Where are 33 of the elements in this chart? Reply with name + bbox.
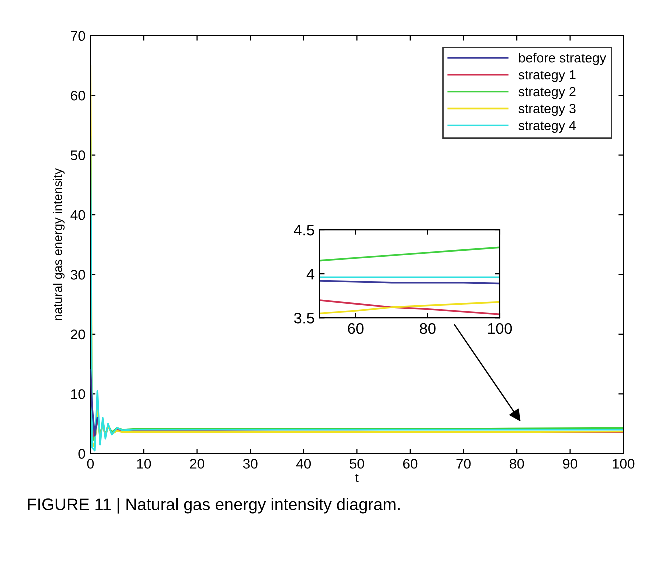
x-tick-label: 80 (510, 459, 524, 469)
x-axis-title: t (356, 474, 359, 482)
legend-label: strategy 1 (518, 70, 576, 82)
x-tick-label: 20 (190, 459, 204, 469)
x-tick-label: 100 (488, 323, 512, 334)
x-tick-label: 90 (563, 459, 578, 469)
y-tick-label: 3.5 (294, 312, 314, 324)
line-series (90, 369, 98, 437)
x-tick-label: 70 (456, 459, 471, 469)
x-tick-label: 60 (403, 459, 418, 469)
x-tick-label: 30 (243, 459, 258, 469)
legend-label: before strategy (519, 53, 606, 66)
x-tick-label: 0 (87, 459, 94, 469)
x-tick-label: 50 (350, 459, 364, 469)
legend-label: strategy 2 (518, 87, 576, 100)
y-tick-label: 60 (71, 90, 86, 101)
y-tick-label: 40 (70, 210, 86, 220)
y-tick-label: 0 (78, 449, 86, 460)
y-tick-label: 4.5 (294, 225, 314, 236)
legend-label: strategy 4 (518, 121, 576, 134)
y-tick-label: 4 (306, 269, 315, 280)
y-tick-label: 70 (71, 31, 86, 42)
x-tick-label: 100 (613, 459, 635, 469)
legend-label: strategy 3 (518, 104, 576, 116)
x-tick-label: 60 (348, 323, 364, 334)
x-tick-label: 10 (137, 459, 152, 469)
y-axis-title: natural gas energy intensity (53, 168, 65, 320)
caption: FIGURE 11 | Natural gas energy intensity diagram. (28, 498, 400, 514)
y-tick-label: 30 (70, 270, 86, 280)
line-series (320, 246, 500, 262)
x-tick-label: 80 (420, 323, 436, 334)
y-tick-label: 10 (71, 389, 86, 400)
y-tick-label: 50 (70, 150, 86, 160)
